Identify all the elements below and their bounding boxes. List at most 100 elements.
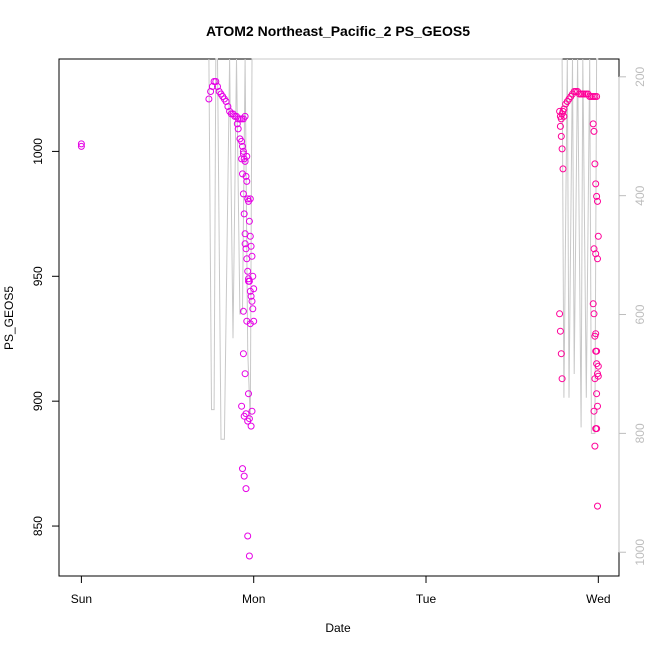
data-point (249, 305, 257, 313)
data-point (240, 210, 248, 218)
data-point (243, 177, 251, 185)
y-tick-label: 1000 (31, 138, 45, 165)
altitude-line (208, 58, 599, 440)
y-axis-label: PS_GEOS5 (2, 286, 16, 350)
data-point (591, 442, 599, 450)
x-axis-label: Date (325, 621, 351, 635)
data-point (241, 157, 249, 165)
x-tick-label: Sun (71, 592, 92, 606)
data-point (590, 127, 598, 135)
data-point (247, 292, 255, 300)
data-point (241, 112, 249, 120)
data-point (556, 327, 564, 335)
data-point (239, 465, 246, 473)
data-point (594, 502, 601, 510)
data-point (592, 330, 600, 338)
data-point (594, 255, 601, 263)
y-tick-label: 850 (31, 516, 45, 536)
altitude-line-layer (208, 58, 599, 440)
y-tick-label: 950 (31, 266, 45, 286)
data-point (248, 297, 256, 305)
data-point (558, 145, 566, 153)
data-point (559, 165, 567, 173)
right-axis: 200 400 600 800 1000 (618, 66, 647, 566)
data-point (244, 267, 252, 275)
data-point (594, 402, 601, 410)
data-point (593, 425, 601, 433)
x-axis: Sun Mon Tue Wed (71, 575, 611, 606)
right-tick-label: 400 (633, 185, 647, 205)
data-point (558, 375, 566, 383)
data-point (250, 285, 258, 293)
data-point (239, 142, 246, 150)
data-point (593, 390, 601, 398)
data-point (240, 412, 248, 420)
data-point (247, 242, 255, 250)
data-point (214, 83, 221, 90)
data-point (593, 93, 601, 100)
data-point (247, 422, 255, 430)
data-point (77, 140, 85, 148)
data-point (591, 160, 599, 168)
data-point (239, 190, 247, 198)
data-point (240, 472, 248, 480)
data-point (557, 132, 565, 140)
data-point (591, 375, 599, 383)
data-point (212, 78, 220, 85)
data-point (590, 245, 598, 253)
data-point (246, 195, 254, 203)
data-point (241, 370, 249, 378)
data-point (594, 232, 602, 240)
data-point (249, 272, 257, 280)
data-point (560, 112, 568, 120)
data-point (556, 310, 564, 318)
data-point (589, 300, 597, 308)
right-tick-label: 800 (633, 423, 647, 443)
data-point (593, 347, 601, 355)
data-point (248, 252, 256, 260)
data-point (77, 142, 85, 150)
data-point (590, 310, 598, 318)
data-point (557, 350, 565, 358)
data-point (239, 307, 247, 315)
data-point (238, 137, 246, 145)
data-point (592, 180, 600, 188)
data-point (244, 532, 252, 540)
data-point (242, 172, 250, 180)
data-point (556, 107, 564, 115)
data-point (245, 390, 252, 398)
data-point (594, 362, 602, 370)
x-tick-label: Wed (586, 592, 610, 606)
y-tick-label: 900 (31, 391, 45, 411)
data-point (244, 417, 252, 425)
chart-title: ATOM2 Northeast_Pacific_2 PS_GEOS5 (206, 23, 470, 39)
data-point (245, 217, 253, 225)
data-point (243, 152, 251, 160)
data-point (205, 95, 213, 103)
data-point (593, 192, 601, 200)
data-point (234, 125, 242, 133)
data-point (556, 122, 564, 130)
data-point (208, 83, 216, 90)
data-point (241, 240, 249, 248)
data-point (246, 232, 254, 240)
data-point (238, 402, 246, 410)
x-tick-label: Tue (416, 592, 437, 606)
data-point (248, 407, 256, 415)
right-tick-label: 200 (633, 66, 647, 86)
data-point (590, 407, 598, 415)
data-point (239, 350, 247, 358)
data-point (594, 197, 601, 205)
data-point (224, 103, 232, 110)
data-point (589, 120, 597, 128)
data-point (233, 120, 241, 128)
x-tick-label: Mon (242, 592, 265, 606)
data-point (246, 320, 254, 328)
right-tick-label: 600 (633, 304, 647, 324)
data-point (245, 277, 252, 285)
data-point (245, 552, 253, 560)
data-point (239, 147, 247, 155)
plot-frame (58, 58, 620, 577)
data-points-layer (77, 78, 602, 560)
y-axis: 850 900 950 1000 (31, 138, 60, 536)
